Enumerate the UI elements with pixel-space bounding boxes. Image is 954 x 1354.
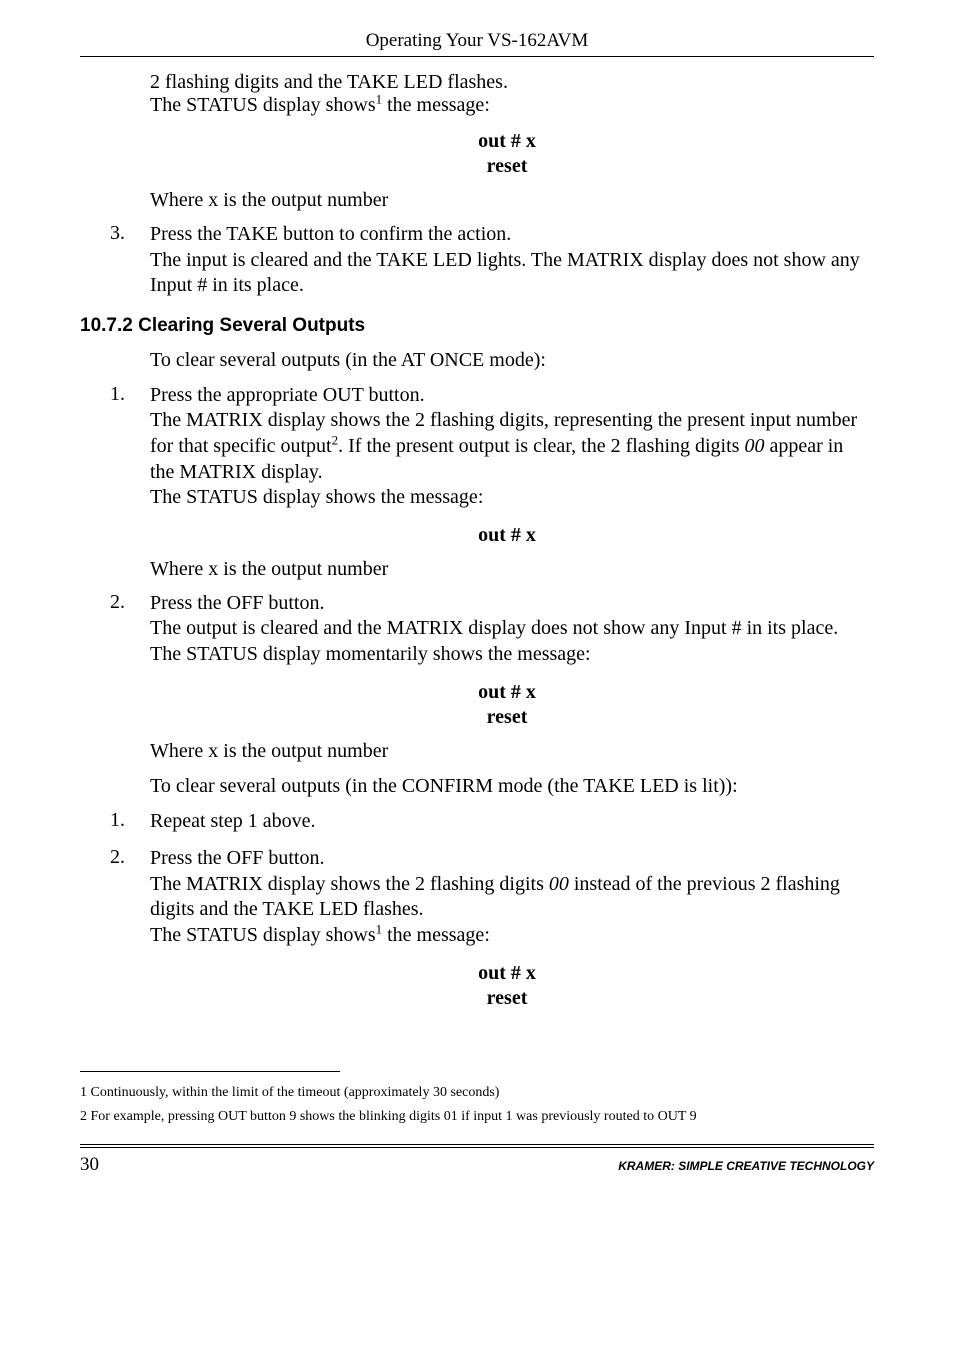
footnote-1: 1 Continuously, within the limit of the … (80, 1084, 874, 1102)
text: reset (150, 705, 864, 730)
footnote-2: 2 For example, pressing OUT button 9 sho… (80, 1108, 874, 1126)
footer-rule (80, 1144, 874, 1145)
where-note: Where x is the output number (150, 740, 864, 763)
intro-paragraph: To clear several outputs (in the CONFIRM… (150, 773, 864, 799)
display-message: out # x reset (150, 961, 864, 1011)
display-message: out # x reset (150, 680, 864, 730)
step-b2: 2. Press the OFF button. The MATRIX disp… (110, 846, 864, 948)
step-number: 2. (110, 591, 150, 668)
where-note: Where x is the output number (150, 189, 864, 212)
step-number: 3. (110, 222, 150, 299)
text: Press the appropriate OUT button. (150, 384, 425, 406)
text: The input is cleared and the TAKE LED li… (150, 249, 860, 297)
text: The output is cleared and the MATRIX dis… (150, 617, 838, 639)
display-message: out # x reset (150, 129, 864, 179)
step-number: 1. (110, 809, 150, 835)
text: 2 flashing digits and the TAKE LED flash… (150, 71, 508, 93)
text: Press the OFF button. (150, 592, 324, 614)
running-header: Operating Your VS-162AVM (80, 30, 874, 57)
text: Press the OFF button. (150, 847, 324, 869)
footnote-separator (80, 1071, 340, 1072)
text: the message: (382, 94, 490, 116)
step-b1: 1. Repeat step 1 above. (110, 809, 864, 835)
where-note: Where x is the output number (150, 558, 864, 581)
text: . If the present output is clear, the 2 … (338, 435, 744, 457)
text: the message: (382, 924, 490, 946)
text-italic: 00 (549, 873, 569, 895)
text: The STATUS display shows (150, 94, 376, 116)
intro-paragraph: To clear several outputs (in the AT ONCE… (150, 347, 864, 373)
step-a2: 2. Press the OFF button. The output is c… (110, 591, 864, 668)
step-number: 1. (110, 383, 150, 511)
page-number: 30 (80, 1154, 99, 1176)
text: reset (150, 154, 864, 179)
footer-brand: KRAMER: SIMPLE CREATIVE TECHNOLOGY (618, 1159, 874, 1173)
text: Press the TAKE button to confirm the act… (150, 223, 511, 245)
text: out # x (150, 129, 864, 154)
text: The STATUS display shows the message: (150, 486, 483, 508)
text: reset (150, 986, 864, 1011)
step-3: 3. Press the TAKE button to confirm the … (110, 222, 864, 299)
text: out # x (150, 523, 864, 548)
step-a1: 1. Press the appropriate OUT button. The… (110, 383, 864, 511)
text: Repeat step 1 above. (150, 810, 316, 832)
text: The STATUS display shows (150, 924, 376, 946)
text: out # x (150, 961, 864, 986)
text: The STATUS display momentarily shows the… (150, 643, 591, 665)
text-italic: 00 (744, 435, 764, 457)
display-message: out # x (150, 523, 864, 548)
text: The MATRIX display shows the 2 flashing … (150, 873, 549, 895)
section-heading: 10.7.2 Clearing Several Outputs (80, 315, 874, 337)
step-number: 2. (110, 846, 150, 948)
continued-paragraph: 2 flashing digits and the TAKE LED flash… (150, 71, 864, 117)
text: out # x (150, 680, 864, 705)
